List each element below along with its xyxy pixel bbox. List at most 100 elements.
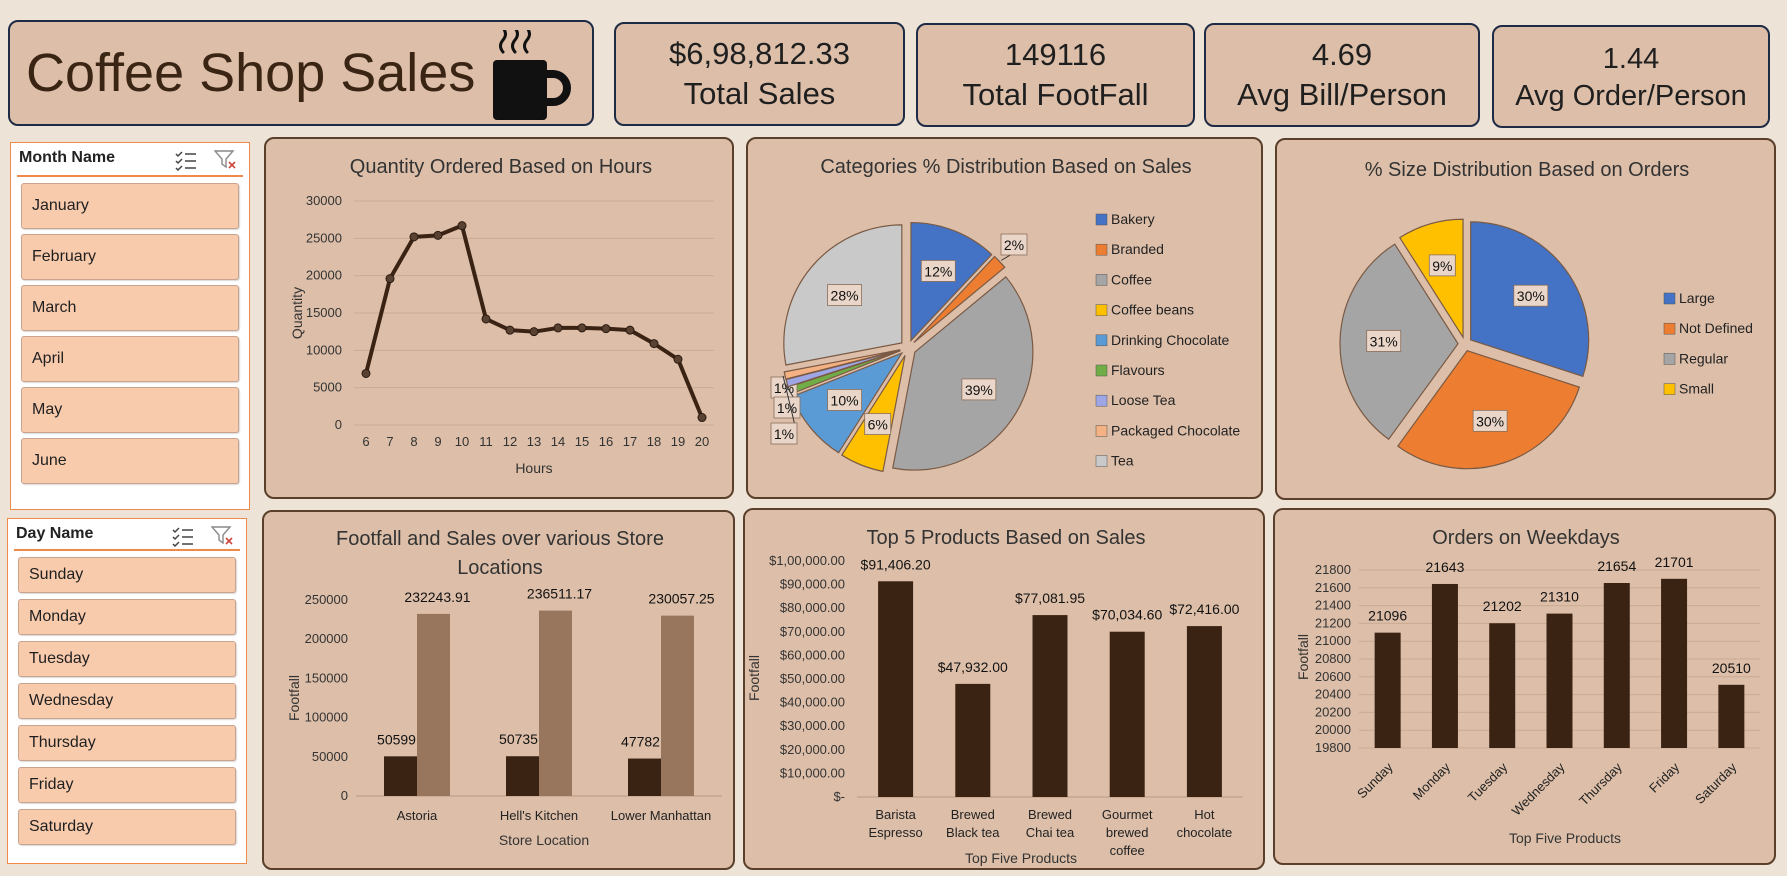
x-tick-label: 19 [671, 434, 685, 449]
y-tick-label: 200000 [305, 631, 348, 646]
data-point [529, 327, 539, 337]
y-tick-label: 20200 [1315, 704, 1351, 719]
kpi-label: Avg Order/Person [1515, 80, 1747, 112]
day-slicer-title: Day Name [16, 525, 94, 542]
hours-line-chart: Quantity Ordered Based on Hours 0 5000 1000… [289, 156, 714, 476]
bar [1546, 613, 1573, 748]
data-label: 12% [924, 263, 952, 279]
data-label: $91,406.20 [861, 556, 931, 572]
legend-swatch [1095, 334, 1108, 347]
bar [417, 613, 450, 796]
x-tick-label: Wednesday [1509, 759, 1568, 818]
data-label: 39% [965, 382, 993, 398]
legend-swatch [1095, 213, 1108, 226]
clear-filter-icon[interactable] [211, 525, 235, 547]
legend-swatch [1095, 304, 1108, 316]
data-label: 10% [831, 392, 859, 408]
bar [506, 756, 539, 796]
bar [1374, 632, 1401, 748]
data-label-box [827, 284, 862, 306]
data-point [553, 323, 563, 333]
x-tick-label: Saturday [1692, 759, 1740, 807]
kpi-total-footfall: 149116 Total FootFall [916, 23, 1195, 127]
legend-swatch [1095, 274, 1108, 286]
data-label-box [864, 413, 892, 435]
dashboard-title: Coffee Shop Sales [26, 43, 476, 103]
y-tick-label: $40,000.00 [780, 695, 845, 710]
data-label: 21310 [1540, 589, 1579, 605]
data-point [697, 413, 707, 423]
data-label: 47782 [621, 734, 660, 750]
legend-swatch [1663, 292, 1676, 305]
day-option[interactable]: Tuesday [18, 641, 236, 677]
data-label: $47,932.00 [938, 659, 1008, 675]
data-label: 50599 [377, 731, 416, 747]
day-option[interactable]: Monday [18, 599, 236, 635]
y-tick-label: 0 [341, 788, 348, 803]
bar [955, 683, 991, 797]
x-tick-label: Barista [875, 807, 916, 822]
x-tick-label: Brewed [951, 807, 995, 822]
chart-title: Orders on Weekdays [1432, 527, 1620, 549]
slicer-divider [14, 549, 240, 551]
data-label-box [1428, 254, 1456, 277]
legend-swatch [1095, 243, 1108, 256]
day-slicer: Day Name Sunday Monday Tuesday Wednesday… [7, 518, 247, 864]
day-option[interactable]: Thursday [18, 725, 236, 761]
month-option[interactable]: February [21, 234, 239, 280]
data-label: 30% [1476, 413, 1504, 429]
pie-slice [892, 276, 1034, 471]
month-option[interactable]: May [21, 387, 239, 433]
kpi-label: Avg Bill/Person [1237, 77, 1447, 112]
y-tick-label: 25000 [306, 230, 342, 245]
x-axis-title: Top Five Products [1509, 830, 1621, 846]
x-tick-label: Sunday [1354, 759, 1396, 801]
legend-swatch [1663, 383, 1676, 395]
y-tick-label: 21600 [1315, 580, 1351, 595]
chart-title: Locations [457, 557, 543, 579]
data-label: 28% [831, 288, 859, 304]
legend-label: Flavours [1111, 362, 1165, 378]
data-point [433, 230, 443, 240]
data-label-box [961, 378, 997, 401]
month-option[interactable]: January [21, 183, 239, 229]
multi-select-icon[interactable] [174, 149, 198, 171]
legend-label: Drinking Chocolate [1111, 332, 1229, 348]
title-card: Coffee Shop Sales [8, 20, 594, 126]
data-point [601, 324, 611, 334]
month-slicer-title: Month Name [19, 149, 115, 166]
legend-swatch [1663, 322, 1676, 335]
data-label-box [920, 260, 956, 282]
day-option[interactable]: Sunday [18, 557, 236, 593]
legend-label: Coffee [1111, 271, 1152, 287]
x-axis-title: Store Location [499, 832, 589, 848]
chart-title: % Size Distribution Based on Orders [1365, 159, 1690, 181]
month-option[interactable]: June [21, 438, 239, 484]
x-tick-label: 9 [434, 434, 441, 449]
day-option[interactable]: Wednesday [18, 683, 236, 719]
clear-filter-icon[interactable] [214, 149, 238, 171]
month-option[interactable]: March [21, 285, 239, 331]
kpi-avg-bill: 4.69 Avg Bill/Person [1204, 23, 1480, 127]
data-point [649, 339, 659, 349]
x-tick-label: Lower Manhattan [611, 808, 711, 823]
data-label: $77,081.95 [1015, 590, 1085, 606]
month-option[interactable]: April [21, 336, 239, 382]
slicer-divider [17, 175, 243, 177]
data-point [505, 325, 515, 335]
y-tick-label: 20000 [1315, 722, 1351, 737]
bar [1718, 684, 1745, 748]
data-point [625, 325, 635, 335]
x-tick-label: 7 [386, 434, 393, 449]
x-tick-label: Hot [1194, 807, 1215, 822]
data-label: $72,416.00 [1169, 601, 1239, 617]
bar [1489, 623, 1516, 748]
day-option[interactable]: Saturday [18, 809, 236, 845]
y-axis-title: Quantity [289, 287, 305, 339]
chart-title: Quantity Ordered Based on Hours [350, 156, 652, 178]
multi-select-icon[interactable] [171, 525, 195, 547]
day-option[interactable]: Friday [18, 767, 236, 803]
y-tick-label: 20400 [1315, 687, 1351, 702]
bar [1431, 583, 1458, 748]
data-label-box [827, 389, 862, 411]
